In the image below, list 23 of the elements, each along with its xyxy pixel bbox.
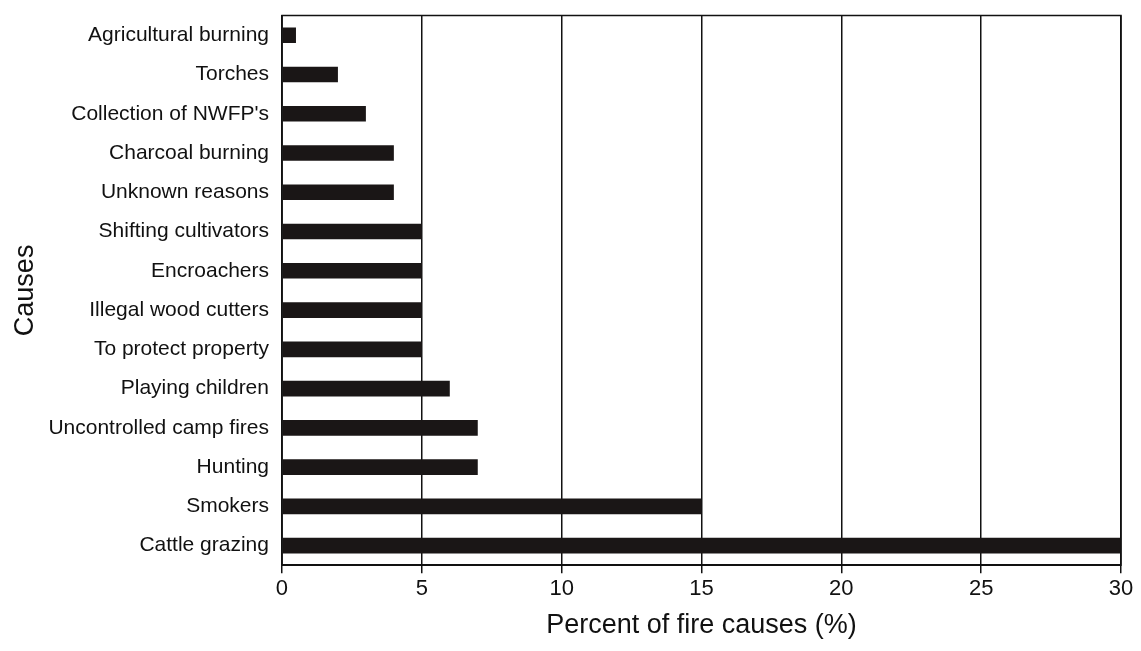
x-tick-label: 5 — [415, 575, 428, 601]
x-tick-label: 30 — [1108, 575, 1134, 601]
y-tick-label: Collection of NWFP's — [71, 100, 269, 124]
x-axis-title: Percent of fire causes (%) — [546, 609, 857, 640]
y-tick-label: Unknown reasons — [100, 179, 269, 203]
y-tick-label: Shifting cultivators — [98, 218, 269, 242]
x-tick-label: 0 — [275, 575, 289, 601]
y-tick-label: Torches — [195, 61, 269, 85]
y-tick-label: Hunting — [196, 453, 269, 477]
x-tick-label: 15 — [689, 575, 714, 601]
x-tick-label: 20 — [829, 575, 854, 601]
y-axis-title: Causes — [8, 244, 39, 337]
y-tick-label: Encroachers — [151, 257, 269, 281]
y-tick-label: Agricultural burning — [88, 22, 269, 46]
x-tick-label: 25 — [968, 575, 994, 601]
y-tick-label: Illegal wood cutters — [89, 296, 269, 320]
y-tick-label: Smokers — [186, 493, 269, 517]
y-tick-label: To protect property — [93, 336, 270, 360]
y-tick-label: Charcoal burning — [109, 139, 269, 163]
x-tick-label: 10 — [549, 575, 574, 601]
y-tick-label: Uncontrolled camp fires — [48, 414, 269, 438]
y-tick-label: Playing children — [120, 375, 269, 399]
y-tick-label: Cattle grazing — [139, 532, 269, 556]
